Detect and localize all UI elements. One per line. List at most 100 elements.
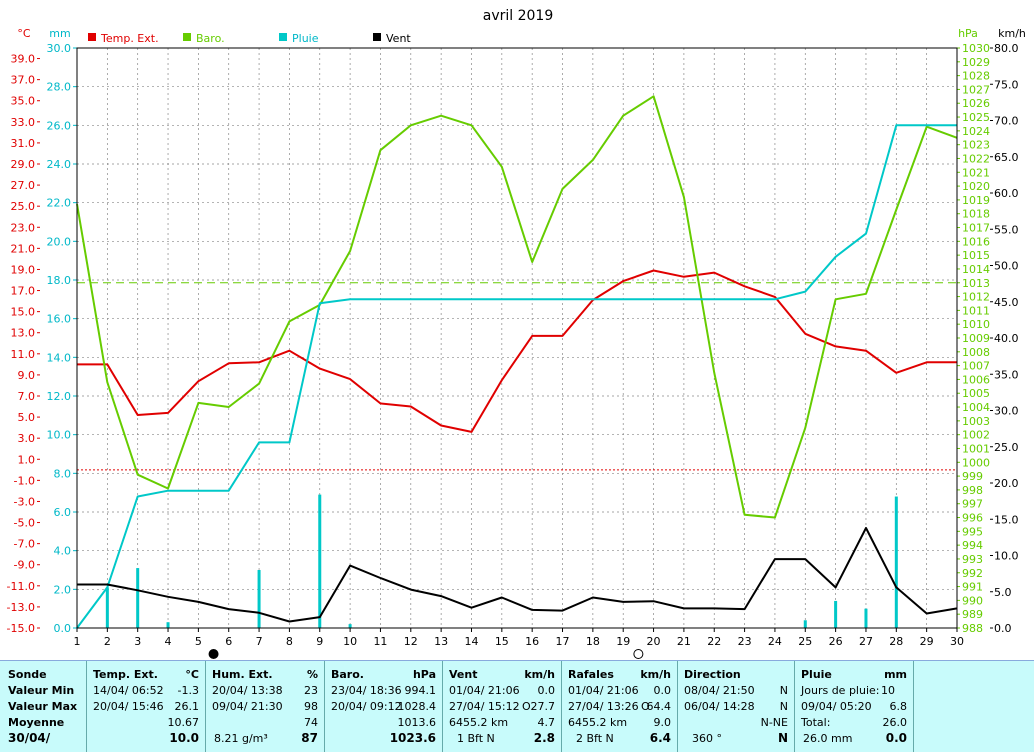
baro-tick-label: 1005 [962,387,990,400]
x-axis-ticks: 1 2 3 4 5 6 7 8 9 10 11 12 13 14 15 16 17 18 19 20 21 22 23 24 2… [74,628,964,648]
baro-tick-label: 1025 [962,111,990,124]
baro-avg: 1013.6 [397,716,437,729]
legend-swatch-rain [279,33,287,41]
baro-tick-label: 1017 [962,222,990,235]
temp-tick-label: 31.0 [11,137,36,150]
baro-tick-label: 1004 [962,401,990,414]
rain-bar [864,608,868,628]
x-tick-label: 17 [556,635,570,648]
baro-tick-label: 1013 [962,277,990,290]
x-tick-label: 13 [434,635,448,648]
col-sonde: Sonde Valeur Min Valeur Max Moyenne 30/0… [0,661,87,752]
vent-unit: km/h [524,668,555,681]
col-temp: Temp. Ext. °C 14/04/ 06:52 -1.3 20/04/ 15:… [87,661,206,752]
wind-tick-label: 45.0 [994,296,1019,309]
wind-tick-label: 30.0 [994,405,1019,418]
temp-tick-label: 21.0 [11,242,36,255]
direction-min-time: 08/04/ 21:50 [684,684,755,697]
rain-tick-label: 14.0 [47,351,72,364]
x-tick-label: 1 [74,635,81,648]
x-tick-label: 8 [286,635,293,648]
rafales-min-val: 0.0 [653,684,672,697]
rafales-max-val: 64.4 [646,700,672,713]
baro-tick-label: 1026 [962,97,990,110]
wind-tick-label: 80.0 [994,42,1019,55]
moon-markers [208,649,644,659]
vent-min-time: 01/04/ 21:06 [449,684,520,697]
baro-tick-label: 1011 [962,304,990,317]
baro-tick-label: 1023 [962,139,990,152]
temp-axis-ticks: 39.0 37.0 35.0 33.0 31.0 29.0 27.0 25.0 23.0 21.0… [7,53,40,635]
baro-tick-label: 1002 [962,429,990,442]
rain-tick-label: 2.0 [54,583,72,596]
series-line-wind [77,527,958,623]
x-tick-label: 21 [677,635,691,648]
sonde-row-avg: Moyenne [8,716,65,729]
rain-bar [136,568,140,628]
x-tick-label: 28 [889,635,903,648]
legend-label-rain: Pluie [292,32,319,45]
baro-tick-label: 997 [962,498,983,511]
temp-tick-label: 25.0 [11,200,36,213]
legend-label-temp: Temp. Ext. [100,32,159,45]
baro-tick-label: 1015 [962,249,990,262]
legend-swatch-wind [373,33,381,41]
pluie-max-val: 6.8 [889,700,908,713]
legend: Temp. Ext. Baro. Pluie Vent [88,32,411,45]
series-line-baro [76,95,958,519]
baro-max-time: 20/04/ 09:12 [331,700,402,713]
weather-chart: avril 2019 °C mm hPa km/h Temp. Ext. Bar… [7,8,1026,659]
rain-tick-label: 8.0 [54,467,72,480]
direction-title: Direction [684,668,741,681]
wind-tick-label: 50.0 [994,260,1019,273]
temp-tick-label: 35.0 [11,95,36,108]
x-tick-label: 18 [586,635,600,648]
baro-tick-label: 999 [962,470,983,483]
baro-last: 1023.6 [389,731,436,745]
baro-tick-label: 1022 [962,152,990,165]
baro-tick-label: 998 [962,484,983,497]
baro-tick-label: 1003 [962,415,990,428]
hum-last: 87 [301,731,318,745]
temp-unit: °C [185,668,199,681]
pluie-last: 0.0 [885,731,907,745]
x-tick-label: 24 [768,635,782,648]
baro-tick-label: 1012 [962,291,990,304]
x-tick-label: 12 [404,635,418,648]
rain-tick-label: 16.0 [47,313,72,326]
sonde-row-max: Valeur Max [8,700,78,713]
temp-avg: 10.67 [167,716,200,729]
rain-bar [318,494,322,628]
temp-tick-label: 9.0 [18,369,36,382]
vent-dist: 6455.2 km [449,716,509,729]
rafales-max-dir: O [641,700,650,713]
rafales-max-time: 27/04/ 13:26 [568,700,639,713]
wind-tick-label: 75.0 [994,78,1019,91]
temp-axis-unit: °C [17,27,31,40]
temp-tick-label: 39.0 [11,53,36,66]
baro-min-val: 994.1 [404,684,437,697]
temp-max-val: 26.1 [174,700,200,713]
rafales-min-time: 01/04/ 21:06 [568,684,639,697]
pluie-total: 26.0 [882,716,908,729]
x-tick-label: 19 [616,635,630,648]
legend-swatch-temp [88,33,96,41]
rain-tick-label: 4.0 [54,545,72,558]
rafales-last: 6.4 [649,731,671,745]
x-tick-label: 25 [798,635,812,648]
direction-min-val: N [779,684,788,697]
temp-title: Temp. Ext. [93,668,158,681]
x-tick-label: 2 [104,635,111,648]
col-baro: Baro. hPa 23/04/ 18:36 994.1 20/04/ 09:12 1… [325,661,443,752]
sonde-row-last: 30/04/ [8,731,51,745]
hum-title: Hum. Ext. [212,668,273,681]
x-tick-label: 23 [738,635,752,648]
rafales-avg: 9.0 [653,716,672,729]
wind-tick-label: 0.0 [994,622,1012,635]
temp-tick-label: -5.0 [14,517,35,530]
temp-tick-label: 15.0 [11,306,36,319]
baro-tick-label: 1027 [962,83,990,96]
temp-tick-label: -9.0 [14,559,35,572]
temp-tick-label: -11.0 [7,580,35,593]
sonde-row-min: Valeur Min [8,684,75,697]
